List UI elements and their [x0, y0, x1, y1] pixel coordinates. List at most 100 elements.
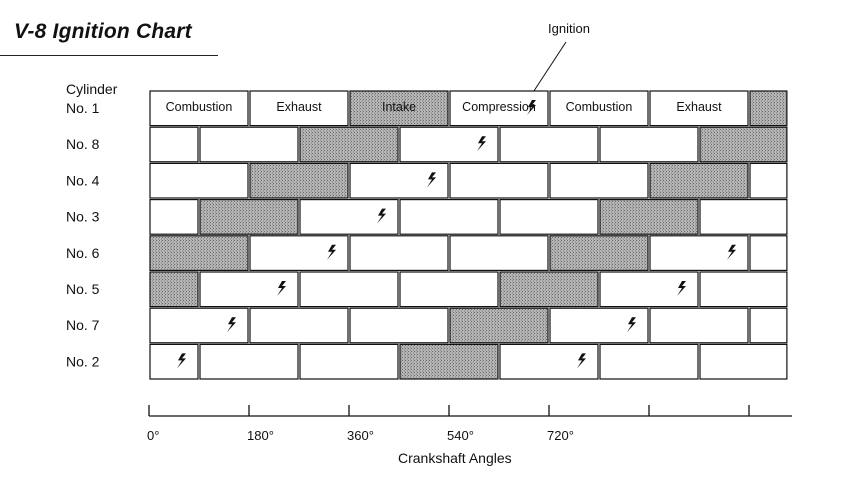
spark-plug-icon [727, 244, 736, 260]
stroke-intake-box [649, 162, 749, 199]
stroke-exhaust-box [749, 307, 788, 344]
cylinder-label: No. 5 [66, 281, 100, 297]
spark-plug-icon [627, 317, 636, 333]
stroke-intake-box [749, 90, 788, 127]
stroke-intake-box [149, 235, 249, 272]
stroke-intake-box [699, 126, 788, 163]
spark-plug-icon [377, 208, 386, 224]
cylinder-row: No. 3 [66, 199, 788, 235]
stroke-exhaust-box [149, 162, 249, 199]
spark-plug-icon [227, 317, 236, 333]
stroke-intake-box [249, 162, 349, 199]
cylinder-label: No. 7 [66, 317, 100, 333]
stroke-exhaust-box [149, 199, 199, 235]
stroke-combustion-box [449, 162, 549, 199]
stroke-intake-box [349, 90, 449, 127]
stroke-compression-box [199, 271, 299, 308]
stroke-compression-box [499, 343, 599, 380]
cylinder-label: No. 1 [66, 100, 100, 116]
stroke-compression-box [399, 126, 499, 163]
stroke-exhaust-box [699, 343, 788, 380]
stroke-exhaust-box [649, 90, 749, 127]
axis-tick-label: 0° [147, 428, 159, 443]
stroke-exhaust-box [549, 162, 649, 199]
stroke-compression-box [149, 307, 249, 344]
stroke-intake-box [599, 199, 699, 235]
stroke-compression-box [549, 307, 649, 344]
stroke-compression-box [599, 271, 699, 308]
cylinder-row: No. 1 Combustion Exhaust Intake Compression C… [66, 90, 788, 127]
phase-label: Exhaust [276, 100, 322, 114]
stroke-intake-box [449, 307, 549, 344]
chart-title: V-8 Ignition Chart [14, 20, 192, 43]
spark-plug-icon [327, 244, 336, 260]
cylinder-row: No. 5 [66, 271, 788, 308]
stroke-combustion-box [399, 199, 499, 235]
stroke-combustion-box [599, 343, 699, 380]
stroke-intake-box [399, 343, 499, 380]
stroke-exhaust-box [449, 235, 549, 272]
crank-angle-axis: 0° 180° 360° 540° 720° [147, 405, 792, 443]
cylinder-row: No. 4 [66, 162, 788, 199]
stroke-exhaust-box [299, 343, 399, 380]
spark-plug-icon [677, 281, 686, 296]
stroke-intake-box [149, 271, 199, 308]
axis-title: Crankshaft Angles [398, 450, 512, 466]
stroke-exhaust-box [199, 126, 299, 163]
stroke-compression-box [249, 235, 349, 272]
axis-tick-label: 180° [247, 428, 274, 443]
stroke-intake-box [199, 199, 299, 235]
stroke-combustion-box [749, 235, 788, 272]
cylinder-row: No. 6 [66, 235, 788, 272]
stroke-exhaust-box [499, 199, 599, 235]
stroke-combustion-box [249, 307, 349, 344]
stroke-compression-box [749, 162, 788, 199]
cylinder-label: No. 3 [66, 209, 100, 225]
stroke-compression-box [349, 162, 449, 199]
axis-tick-label: 720° [547, 428, 574, 443]
spark-plug-icon [527, 100, 536, 115]
stroke-combustion-box [299, 271, 399, 308]
axis-tick-label: 360° [347, 428, 374, 443]
stroke-compression-box [149, 343, 199, 380]
cylinder-heading: Cylinder [66, 81, 118, 97]
stroke-combustion-box [549, 90, 649, 127]
phase-label: Exhaust [676, 100, 722, 114]
phase-label: Intake [382, 100, 416, 114]
axis-tick-label: 540° [447, 428, 474, 443]
spark-plug-icon [577, 353, 586, 369]
spark-plug-icon [427, 172, 436, 188]
stroke-intake-box [499, 271, 599, 308]
phase-label: Combustion [566, 100, 633, 114]
stroke-compression-box [699, 199, 788, 235]
cylinder-label: No. 4 [66, 172, 100, 188]
stroke-exhaust-box [599, 126, 699, 163]
stroke-combustion-box [499, 126, 599, 163]
cylinder-label: No. 2 [66, 353, 100, 369]
stroke-compression-box [649, 235, 749, 272]
ignition-callout-label: Ignition [548, 21, 590, 36]
stroke-compression-box [299, 199, 399, 235]
cylinder-row: No. 7 [66, 307, 788, 344]
cylinder-label: No. 8 [66, 136, 100, 152]
phase-label: Combustion [166, 100, 233, 114]
stroke-intake-box [299, 126, 399, 163]
stroke-combustion-box [349, 235, 449, 272]
cylinder-label: No. 6 [66, 245, 100, 261]
stroke-exhaust-box [399, 271, 499, 308]
stroke-combustion-box [199, 343, 299, 380]
stroke-combustion-box [699, 271, 788, 308]
stroke-combustion-box [149, 90, 249, 127]
stroke-combustion-box [649, 307, 749, 344]
cylinder-row: No. 2 [66, 343, 788, 380]
ignition-callout-line [527, 41, 567, 101]
spark-plug-icon [277, 281, 286, 296]
stroke-intake-box [549, 235, 649, 272]
spark-plug-icon [477, 136, 486, 152]
phase-label: Compression [462, 100, 536, 114]
stroke-combustion-box [149, 126, 199, 163]
cylinder-row: No. 8 [66, 126, 788, 163]
spark-plug-icon [177, 353, 186, 369]
title-underline [0, 55, 218, 56]
